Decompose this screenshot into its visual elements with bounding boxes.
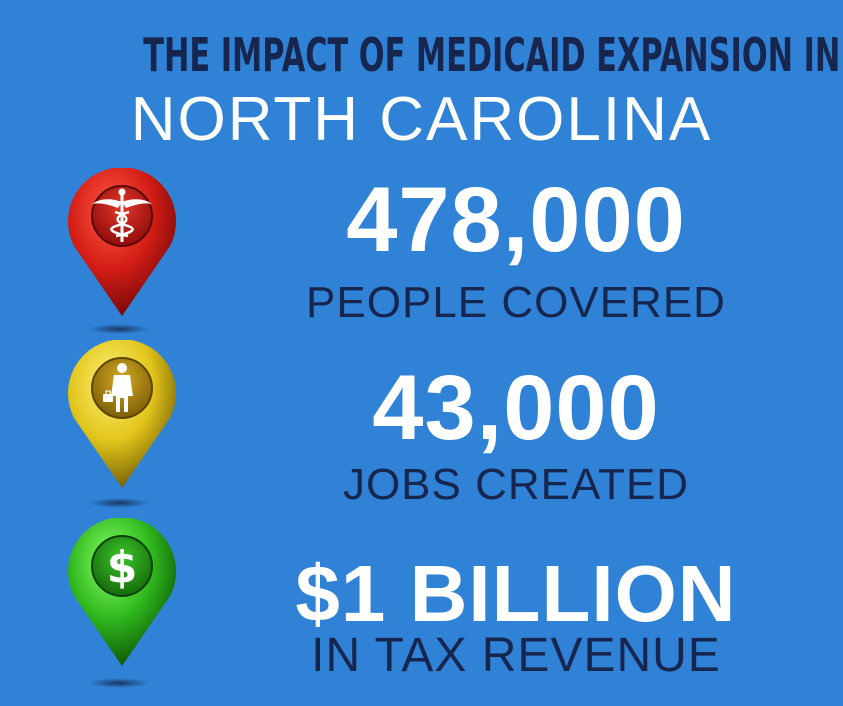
map-pin-green: $ <box>68 518 176 666</box>
dollar-icon: $ <box>107 542 138 593</box>
stat-label-people: PEOPLE COVERED <box>306 278 726 327</box>
businessman-icon <box>103 363 133 412</box>
stat-label-jobs: JOBS CREATED <box>342 460 690 509</box>
pin-shadow <box>88 678 150 688</box>
title-line-1: THE IMPACT OF MEDICAID EXPANSION IN <box>143 28 841 82</box>
stat-value-tax: $1 BILLION <box>295 549 737 638</box>
stat-label-tax: IN TAX REVENUE <box>311 629 721 682</box>
map-pin-red <box>68 168 176 316</box>
caduceus-icon <box>92 188 152 242</box>
stat-value-jobs: 43,000 <box>372 357 660 459</box>
stat-value-people: 478,000 <box>346 169 686 271</box>
pin-shadow <box>88 498 150 508</box>
title-line-2: NORTH CAROLINA <box>130 85 713 154</box>
pin-shadow <box>88 324 150 334</box>
map-pin-yellow <box>68 340 176 488</box>
